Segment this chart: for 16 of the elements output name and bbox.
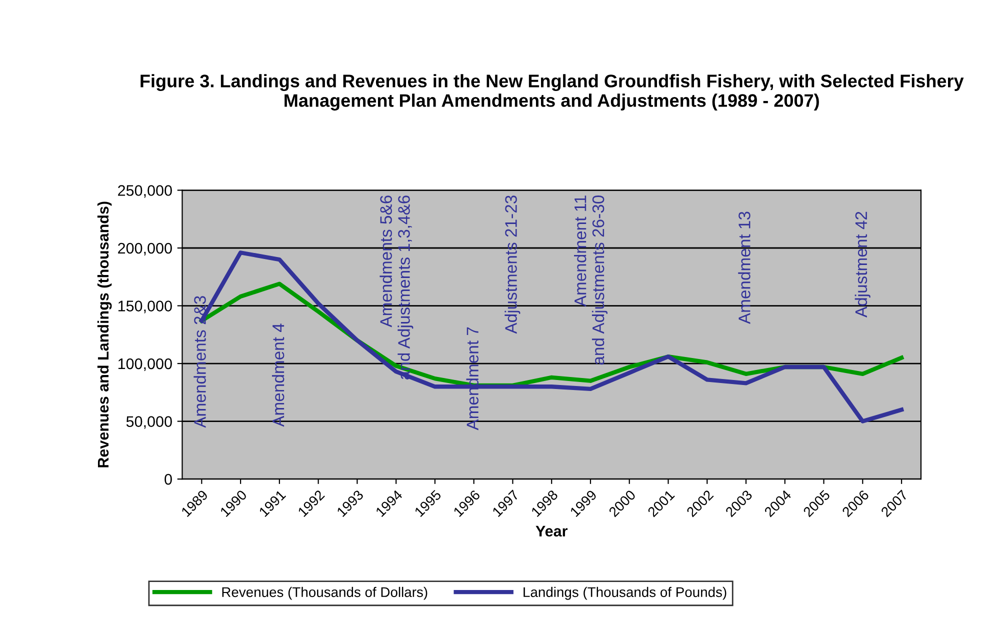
legend-label: Landings (Thousands of Pounds) — [524, 586, 726, 600]
annotation: Amendment 4 — [272, 324, 284, 427]
y-tick-label: 100,000 — [118, 358, 172, 372]
chart-title: Figure 3. Landings and Revenues in the New England Groundfish Fishery, with Selected Fishery Management Plan Amendments and Adjustments (1989 - 2007) — [140, 74, 964, 111]
y-tick-label: 250,000 — [118, 185, 172, 198]
annotation: Adjustments 21-23 — [504, 196, 520, 334]
legend-label: Revenues (Thousands of Dollars) — [222, 586, 428, 600]
annotation: Amendment 13 — [738, 212, 750, 324]
annotation: Amendment 11 and Adjustments 26-30 — [574, 195, 608, 365]
x-axis-title: Year — [536, 526, 568, 537]
y-tick-label: 150,000 — [118, 300, 172, 314]
annotation: Adjustment 42 — [854, 212, 870, 318]
y-tick-label: 50,000 — [126, 416, 172, 429]
y-axis-title: Revenues and Landings (thousands) — [97, 202, 112, 468]
y-tick-label: 0 — [164, 474, 172, 485]
y-tick-label: 200,000 — [118, 242, 172, 256]
